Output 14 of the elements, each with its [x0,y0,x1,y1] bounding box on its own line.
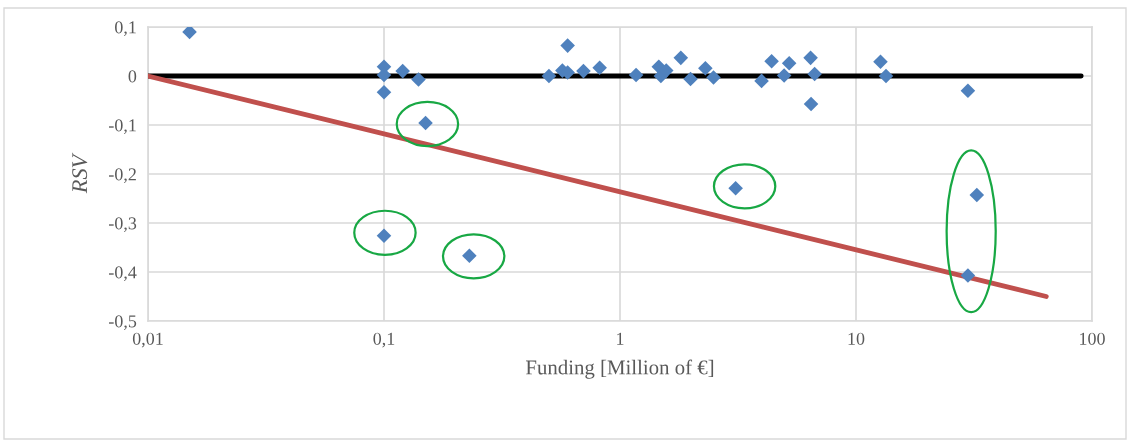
y-tick-label: -0,2 [108,168,136,184]
x-tick-label: 0,01 [132,332,163,348]
y-axis-title: RSV [72,152,88,194]
x-tick-label: 0,1 [373,332,395,348]
y-tick-label: -0,4 [108,266,137,282]
x-axis-title: Funding [Million of €] [525,359,714,379]
x-tick-label: 10 [848,332,865,345]
x-tick-label: 100 [1080,332,1105,345]
y-tick-label: 0 [128,70,137,83]
x-tick-label: 1 [617,332,624,345]
y-tick-label: -0,5 [108,315,137,331]
y-tick-label: 0,1 [115,21,136,37]
y-tick-label: -0,3 [108,217,137,233]
y-tick-label: -0,1 [108,119,136,135]
